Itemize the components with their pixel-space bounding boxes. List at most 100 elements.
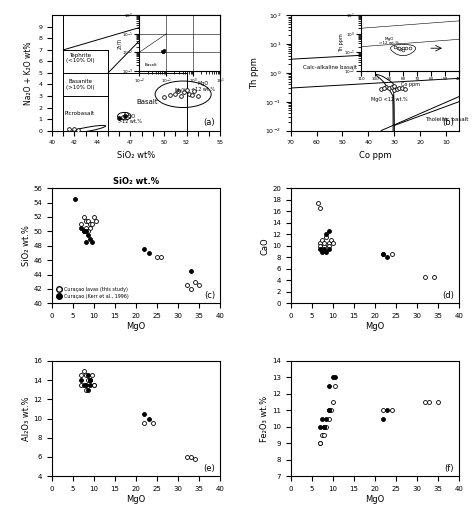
Point xyxy=(82,371,89,379)
X-axis label: MgO: MgO xyxy=(126,322,146,331)
Point xyxy=(166,91,174,99)
Text: (d): (d) xyxy=(442,291,454,300)
Point xyxy=(86,220,94,228)
Point xyxy=(82,224,89,232)
Point xyxy=(84,386,92,394)
Point xyxy=(379,250,387,259)
Point xyxy=(119,113,126,121)
Point xyxy=(316,423,324,431)
Point xyxy=(323,415,330,423)
Point xyxy=(390,82,398,90)
Point xyxy=(84,376,92,384)
Point xyxy=(316,439,324,447)
Text: (e): (e) xyxy=(203,464,215,473)
Point xyxy=(145,249,152,257)
Y-axis label: SiO₂ wt.%: SiO₂ wt.% xyxy=(22,225,31,266)
Point xyxy=(380,84,387,92)
Point xyxy=(426,398,433,406)
Point xyxy=(318,431,326,439)
Point xyxy=(325,245,333,253)
Point xyxy=(84,217,92,225)
Point xyxy=(318,415,326,423)
Point xyxy=(84,227,92,236)
Point xyxy=(140,419,148,428)
Point xyxy=(195,281,203,289)
Point xyxy=(82,227,89,236)
Text: (c): (c) xyxy=(204,291,215,300)
Point xyxy=(80,381,88,389)
Point xyxy=(321,245,328,253)
Point xyxy=(331,373,339,381)
Y-axis label: CaO: CaO xyxy=(260,237,269,254)
Point xyxy=(82,386,89,394)
Point xyxy=(122,111,130,119)
Point xyxy=(177,92,184,100)
Point xyxy=(388,250,395,259)
Point xyxy=(191,455,199,463)
Point xyxy=(325,242,333,250)
Point xyxy=(325,381,333,390)
Point xyxy=(390,86,398,94)
Point xyxy=(329,398,336,406)
Point xyxy=(187,453,194,461)
Point xyxy=(84,231,92,239)
Point xyxy=(327,406,334,414)
Point xyxy=(181,88,188,96)
Point xyxy=(323,247,330,255)
Point xyxy=(188,91,196,99)
Point xyxy=(388,406,395,414)
Point xyxy=(82,238,89,246)
Point xyxy=(321,239,328,247)
Text: (a): (a) xyxy=(203,118,215,127)
Point xyxy=(314,199,322,207)
Text: Tephrite
(<10% Ol): Tephrite (<10% Ol) xyxy=(66,53,94,63)
Point xyxy=(70,125,78,133)
Point xyxy=(74,125,81,134)
Point xyxy=(92,217,100,225)
Point xyxy=(78,220,85,228)
Point xyxy=(80,213,88,221)
Point xyxy=(82,217,89,225)
Point xyxy=(401,85,408,93)
Point xyxy=(327,236,334,244)
Point xyxy=(88,371,96,379)
Point xyxy=(385,84,393,92)
Point xyxy=(331,381,339,390)
Point xyxy=(434,398,442,406)
Point xyxy=(321,423,328,431)
Point xyxy=(329,239,336,247)
Text: (b): (b) xyxy=(442,118,454,127)
Point xyxy=(398,84,406,92)
Point xyxy=(318,236,326,244)
Point xyxy=(384,406,391,414)
Point xyxy=(65,125,73,134)
Point xyxy=(183,86,190,94)
Point xyxy=(78,376,85,384)
Point xyxy=(86,376,94,384)
Text: MgO
<12 wt.%: MgO <12 wt.% xyxy=(191,81,215,92)
Point xyxy=(316,242,324,250)
Point xyxy=(379,250,387,259)
Point xyxy=(325,406,333,414)
Text: MgO
>12 wt.%: MgO >12 wt.% xyxy=(118,114,142,124)
Point xyxy=(321,431,328,439)
X-axis label: MgO: MgO xyxy=(126,495,146,504)
Point xyxy=(78,371,85,379)
Y-axis label: Fe₂O₃ wt.%: Fe₂O₃ wt.% xyxy=(260,395,269,442)
Point xyxy=(393,85,401,93)
Text: Basalt: Basalt xyxy=(137,99,158,105)
Point xyxy=(78,381,85,389)
Point xyxy=(153,252,161,261)
X-axis label: MgO: MgO xyxy=(365,495,385,504)
Point xyxy=(316,204,324,212)
Point xyxy=(323,230,330,239)
Text: MgO <12 wt.%: MgO <12 wt.% xyxy=(371,97,407,102)
Point xyxy=(325,415,333,423)
X-axis label: MgO: MgO xyxy=(365,322,385,331)
Point xyxy=(183,453,190,461)
Point xyxy=(172,90,179,98)
Point xyxy=(316,245,324,253)
Point xyxy=(86,381,94,389)
Point xyxy=(71,195,79,203)
Legend: Curaçao lavas (this study), Curaçao (Kerr et al., 1996): Curaçao lavas (this study), Curaçao (Ker… xyxy=(54,285,131,301)
